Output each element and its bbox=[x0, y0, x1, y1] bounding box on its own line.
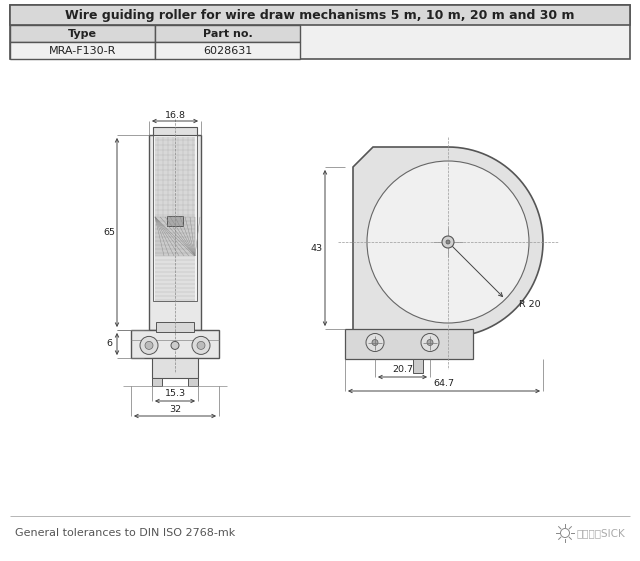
Text: General tolerances to DIN ISO 2768-mk: General tolerances to DIN ISO 2768-mk bbox=[15, 528, 236, 538]
Bar bbox=[155, 137, 195, 217]
Bar bbox=[152, 378, 162, 386]
Bar bbox=[153, 135, 197, 301]
Circle shape bbox=[367, 161, 529, 323]
Text: Wire guiding roller for wire draw mechanisms 5 m, 10 m, 20 m and 30 m: Wire guiding roller for wire draw mechan… bbox=[65, 8, 575, 21]
Text: 65: 65 bbox=[103, 228, 115, 237]
Circle shape bbox=[446, 240, 450, 244]
Bar bbox=[188, 378, 198, 386]
Text: 德国西克SICK: 德国西克SICK bbox=[576, 528, 625, 538]
Bar bbox=[10, 25, 155, 42]
Bar bbox=[167, 216, 183, 226]
Circle shape bbox=[372, 339, 378, 346]
Bar bbox=[10, 5, 630, 59]
Bar bbox=[149, 135, 201, 330]
Circle shape bbox=[192, 337, 210, 355]
Bar bbox=[345, 329, 473, 359]
Circle shape bbox=[421, 333, 439, 352]
Text: 6028631: 6028631 bbox=[203, 45, 252, 56]
Text: Type: Type bbox=[68, 29, 97, 39]
Bar bbox=[152, 358, 198, 378]
Bar bbox=[155, 25, 300, 42]
Circle shape bbox=[145, 342, 153, 350]
Text: R 20: R 20 bbox=[519, 300, 541, 309]
Circle shape bbox=[197, 342, 205, 350]
Circle shape bbox=[427, 339, 433, 346]
Text: 32: 32 bbox=[169, 404, 181, 413]
Bar bbox=[156, 322, 194, 332]
Bar bbox=[10, 42, 155, 59]
Circle shape bbox=[140, 337, 158, 355]
Text: MRA-F130-R: MRA-F130-R bbox=[49, 45, 116, 56]
Text: 64.7: 64.7 bbox=[433, 379, 454, 389]
Polygon shape bbox=[353, 147, 543, 337]
Circle shape bbox=[366, 333, 384, 352]
Bar bbox=[155, 256, 195, 301]
Text: 16.8: 16.8 bbox=[164, 111, 186, 119]
Bar bbox=[155, 217, 195, 256]
Bar bbox=[155, 42, 300, 59]
Bar bbox=[153, 127, 197, 135]
Text: 43: 43 bbox=[311, 243, 323, 252]
Circle shape bbox=[442, 236, 454, 248]
Text: Part no.: Part no. bbox=[203, 29, 252, 39]
Circle shape bbox=[171, 342, 179, 350]
Text: 15.3: 15.3 bbox=[164, 389, 186, 398]
Bar bbox=[10, 5, 630, 25]
Bar bbox=[131, 330, 219, 358]
Text: 6: 6 bbox=[106, 339, 112, 348]
Text: 20.7: 20.7 bbox=[392, 366, 413, 375]
Bar bbox=[413, 359, 423, 373]
